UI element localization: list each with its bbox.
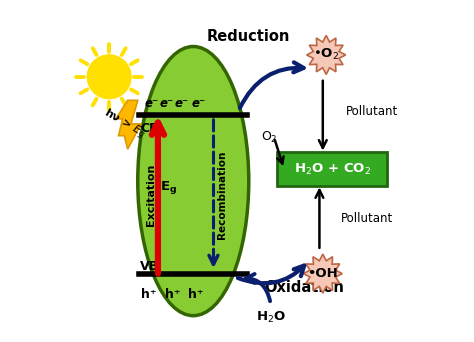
Text: Excitation: Excitation [146, 163, 155, 226]
Text: Reduction: Reduction [207, 29, 291, 44]
Text: e⁻: e⁻ [191, 97, 206, 110]
Text: h⁺: h⁺ [141, 288, 156, 301]
Text: $\mathbf{E_g}$: $\mathbf{E_g}$ [160, 179, 176, 196]
Text: H$_2$O: H$_2$O [255, 310, 286, 325]
Text: e⁻: e⁻ [145, 97, 159, 110]
Text: h⁺: h⁺ [188, 288, 204, 301]
Text: e⁻: e⁻ [175, 97, 189, 110]
Text: CB: CB [140, 122, 159, 135]
Text: hν > $E_g$: hν > $E_g$ [100, 106, 148, 143]
Polygon shape [116, 100, 141, 149]
Text: VB: VB [140, 260, 159, 273]
Text: e⁻: e⁻ [160, 97, 174, 110]
Polygon shape [303, 254, 342, 293]
Text: h⁺: h⁺ [164, 288, 180, 301]
Text: •OH: •OH [308, 267, 338, 280]
Text: Pollutant: Pollutant [346, 105, 399, 118]
FancyBboxPatch shape [57, 0, 415, 342]
Text: O$_2$: O$_2$ [261, 130, 277, 145]
Text: Pollutant: Pollutant [341, 212, 393, 225]
Text: Recombination: Recombination [217, 150, 227, 239]
Text: H$_2$O + CO$_2$: H$_2$O + CO$_2$ [293, 161, 371, 176]
Circle shape [87, 55, 131, 98]
FancyBboxPatch shape [277, 152, 387, 186]
Text: Oxidation: Oxidation [264, 279, 344, 294]
Polygon shape [307, 36, 346, 75]
Ellipse shape [138, 47, 249, 316]
Text: •O$_2$: •O$_2$ [313, 48, 339, 63]
